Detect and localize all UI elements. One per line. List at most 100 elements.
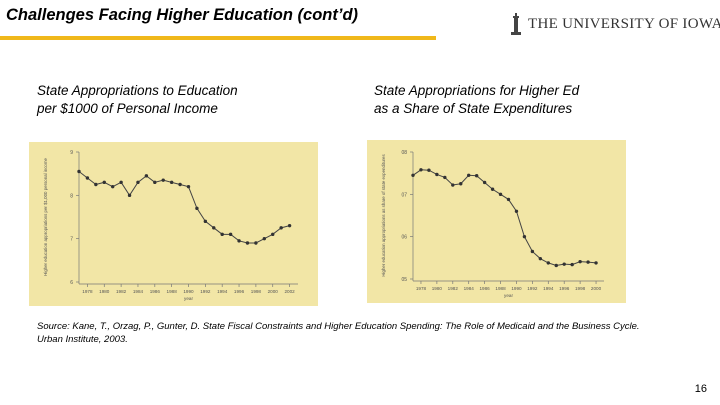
x-tick-label: 1980 xyxy=(99,289,110,294)
chart-caption-left: State Appropriations to Education per $1… xyxy=(37,82,238,118)
y-tick-label: 06 xyxy=(401,235,407,241)
data-point xyxy=(482,180,487,185)
data-point xyxy=(178,182,182,187)
x-tick-label: 1994 xyxy=(217,289,228,294)
data-point xyxy=(562,262,566,266)
y-tick-label: 08 xyxy=(401,150,407,156)
x-tick-label: 2002 xyxy=(284,289,295,294)
x-tick-label: 1982 xyxy=(116,289,127,294)
data-point xyxy=(498,192,503,197)
x-tick-label: 1986 xyxy=(480,286,491,291)
data-point xyxy=(419,168,423,172)
data-point xyxy=(279,226,283,230)
x-tick-label: 1992 xyxy=(527,286,538,291)
chart-background xyxy=(367,140,626,303)
chart-caption-left-line1: State Appropriations to Education xyxy=(37,83,238,98)
data-point xyxy=(262,236,267,241)
data-point xyxy=(110,184,115,189)
x-tick-label: 1982 xyxy=(448,286,459,291)
x-tick-label: 1978 xyxy=(416,286,427,291)
data-point xyxy=(538,256,543,261)
y-tick-label: 07 xyxy=(401,192,407,198)
data-point xyxy=(195,206,199,211)
data-point xyxy=(212,226,216,230)
x-tick-label: 1996 xyxy=(559,286,570,291)
data-point xyxy=(467,173,471,177)
data-point xyxy=(127,193,132,198)
y-axis-label: Higher education appropriations per $1,0… xyxy=(43,158,48,276)
x-tick-label: 1996 xyxy=(234,289,245,294)
data-point xyxy=(546,261,550,265)
chart-appropriations-per-income: 6 7 8 9 1978 1980 1982 1984 1986 1988 1990 1992 1994… xyxy=(29,142,318,306)
data-point xyxy=(161,178,165,182)
data-point xyxy=(474,174,479,178)
chart-caption-left-line2: per $1000 of Personal Income xyxy=(37,101,218,116)
y-axis-label: Higher education appropriations as share… xyxy=(381,154,386,277)
logo-text: THE UNIVERSITY OF IOWA xyxy=(528,15,720,32)
data-point xyxy=(245,241,250,245)
x-tick-label: 1984 xyxy=(133,289,144,294)
x-tick-label: 1994 xyxy=(543,286,554,291)
data-point xyxy=(169,180,174,185)
x-tick-label: 2000 xyxy=(591,286,602,291)
source-citation: Source: Kane, T., Orzag, P., Gunter, D. … xyxy=(37,321,640,345)
data-point xyxy=(271,232,275,237)
y-tick-label: 9 xyxy=(70,150,73,156)
data-point xyxy=(228,232,233,237)
data-point xyxy=(530,249,535,254)
data-point xyxy=(594,261,598,265)
data-point xyxy=(144,174,149,178)
data-point xyxy=(254,241,258,245)
chart-appropriations-share: 05 06 07 08 1978 1980 1982 1984 1986 1988 1990 1992… xyxy=(367,140,626,303)
x-tick-label: 2000 xyxy=(268,289,279,294)
y-tick-label: 7 xyxy=(70,237,73,243)
data-point xyxy=(94,182,98,187)
data-point xyxy=(77,169,81,174)
data-point xyxy=(85,176,90,180)
data-point xyxy=(514,209,519,213)
y-tick-label: 8 xyxy=(70,193,73,199)
data-point xyxy=(586,260,590,264)
x-tick-label: 1988 xyxy=(167,289,178,294)
page-number: 16 xyxy=(694,383,707,395)
x-tick-label: 1980 xyxy=(432,286,443,291)
data-point xyxy=(136,180,140,185)
x-tick-label: 1992 xyxy=(200,289,211,294)
data-point xyxy=(570,262,574,267)
slide-title: Challenges Facing Higher Education (cont… xyxy=(6,6,359,24)
data-point xyxy=(186,184,191,189)
data-point xyxy=(490,187,495,191)
data-point xyxy=(522,234,527,239)
x-tick-label: 1990 xyxy=(183,289,194,294)
data-point xyxy=(578,259,582,264)
x-tick-label: 1978 xyxy=(82,289,93,294)
x-tick-label: 1986 xyxy=(150,289,161,294)
university-logo-icon xyxy=(511,13,521,35)
data-point xyxy=(287,223,292,228)
data-point xyxy=(220,232,224,237)
data-point xyxy=(153,180,157,185)
data-point xyxy=(435,172,439,177)
y-tick-label: 05 xyxy=(401,277,407,283)
x-tick-label: 1988 xyxy=(495,286,506,291)
chart-caption-right: State Appropriations for Higher Ed as a … xyxy=(374,82,579,118)
data-point xyxy=(119,180,123,185)
university-logo: THE UNIVERSITY OF IOWA xyxy=(510,11,720,37)
data-point xyxy=(443,175,447,180)
chart-background xyxy=(29,142,318,306)
x-tick-label: 1998 xyxy=(251,289,262,294)
data-point xyxy=(102,180,106,185)
data-point xyxy=(427,168,431,172)
data-point xyxy=(459,182,463,186)
data-point xyxy=(203,219,208,224)
chart-caption-right-line2: as a Share of State Expenditures xyxy=(374,101,573,116)
data-point xyxy=(506,197,511,202)
data-point xyxy=(451,183,455,187)
x-tick-label: 1998 xyxy=(575,286,586,291)
data-point xyxy=(554,263,558,268)
data-point xyxy=(237,239,241,243)
data-point xyxy=(411,173,415,177)
y-tick-label: 6 xyxy=(70,280,73,286)
title-underline xyxy=(0,36,436,40)
x-tick-label: 1990 xyxy=(511,286,522,291)
